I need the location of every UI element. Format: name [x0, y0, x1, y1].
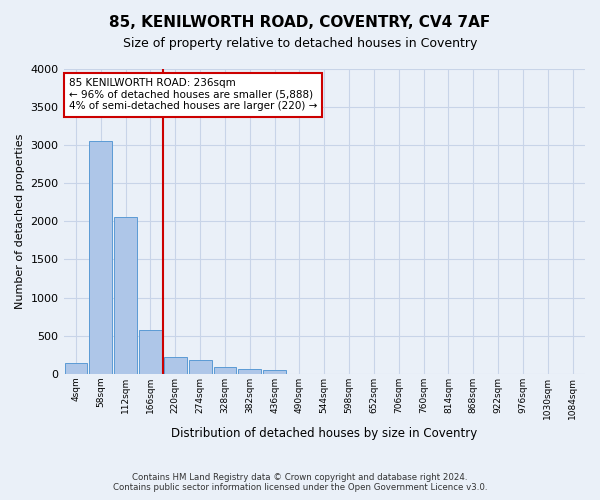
X-axis label: Distribution of detached houses by size in Coventry: Distribution of detached houses by size …	[171, 427, 478, 440]
Text: Size of property relative to detached houses in Coventry: Size of property relative to detached ho…	[123, 38, 477, 51]
Bar	[214, 367, 236, 374]
Y-axis label: Number of detached properties: Number of detached properties	[15, 134, 25, 309]
Bar	[139, 330, 162, 374]
Bar	[89, 140, 112, 374]
Bar	[65, 363, 88, 374]
Bar	[164, 358, 187, 374]
Text: 85, KENILWORTH ROAD, COVENTRY, CV4 7AF: 85, KENILWORTH ROAD, COVENTRY, CV4 7AF	[109, 15, 491, 30]
Bar	[114, 217, 137, 374]
Bar	[238, 369, 261, 374]
Bar	[263, 370, 286, 374]
Bar	[188, 360, 212, 374]
Text: 85 KENILWORTH ROAD: 236sqm
← 96% of detached houses are smaller (5,888)
4% of se: 85 KENILWORTH ROAD: 236sqm ← 96% of deta…	[69, 78, 317, 112]
Text: Contains HM Land Registry data © Crown copyright and database right 2024.
Contai: Contains HM Land Registry data © Crown c…	[113, 473, 487, 492]
